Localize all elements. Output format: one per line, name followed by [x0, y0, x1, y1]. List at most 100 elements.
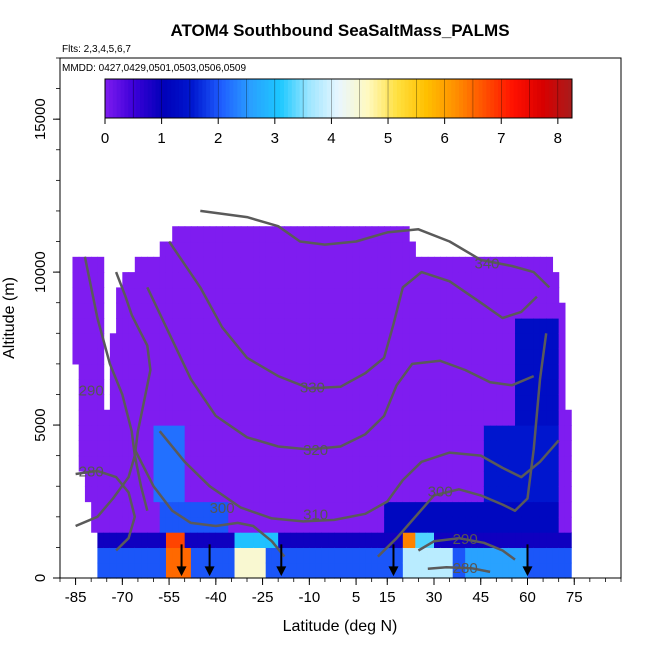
heat-cell	[564, 440, 572, 457]
heat-cell	[259, 501, 267, 518]
heat-cell	[197, 501, 204, 518]
heat-cell	[346, 226, 354, 243]
heat-cell	[228, 318, 236, 334]
heat-cell	[159, 272, 167, 289]
heat-cell	[215, 440, 223, 457]
heat-cell	[190, 333, 198, 350]
heat-cell	[278, 486, 285, 503]
heat-cell	[502, 547, 510, 564]
heat-cell	[265, 470, 273, 487]
heat-cell	[377, 486, 385, 503]
heat-cell	[496, 348, 504, 365]
heat-cell	[552, 348, 560, 365]
heat-cell	[222, 409, 229, 426]
heat-cell	[197, 562, 204, 579]
heat-cell	[384, 241, 391, 258]
heat-cell	[253, 256, 261, 273]
heat-cell	[415, 486, 423, 503]
heat-cell	[558, 547, 566, 564]
heat-cell	[402, 272, 410, 289]
heat-cell	[377, 455, 385, 472]
heat-cell	[415, 287, 423, 304]
heat-cell	[303, 547, 310, 564]
heat-cell	[234, 272, 242, 289]
heat-cell	[97, 256, 105, 273]
heat-cell	[359, 562, 367, 579]
heat-cell	[352, 440, 360, 457]
heat-cell	[452, 470, 460, 487]
heat-cell	[384, 272, 391, 289]
heat-cell	[197, 379, 204, 396]
heat-cell	[402, 302, 410, 319]
heat-cell	[184, 256, 192, 273]
colorbar-segment	[241, 79, 246, 118]
heat-cell	[134, 287, 142, 304]
heat-cell	[328, 302, 335, 319]
heat-cell	[452, 333, 460, 350]
heat-cell	[334, 318, 342, 334]
colorbar-segment	[400, 79, 406, 118]
heat-cell	[97, 379, 105, 396]
heat-cell	[346, 348, 354, 365]
heat-cell	[303, 501, 310, 518]
heat-cell	[172, 226, 180, 243]
heat-cell	[483, 302, 491, 319]
heat-cell	[521, 348, 529, 365]
heat-cell	[352, 363, 360, 380]
heat-cell	[172, 302, 180, 319]
heat-cell	[153, 379, 161, 396]
heat-cell	[409, 455, 416, 472]
heat-cell	[278, 516, 285, 533]
heat-cell	[328, 287, 335, 304]
heat-cell	[153, 562, 161, 579]
heat-cell	[552, 409, 560, 426]
heat-cell	[222, 379, 229, 396]
colorbar-segment	[268, 79, 273, 118]
heat-cell	[315, 516, 323, 533]
heat-cell	[172, 470, 180, 487]
heat-cell	[371, 425, 379, 441]
heat-cell	[421, 486, 429, 503]
colorbar-segment	[245, 79, 250, 118]
heat-cell	[228, 272, 236, 289]
heat-cell	[483, 287, 491, 304]
heat-cell	[303, 486, 310, 503]
heat-cell	[371, 348, 379, 365]
heat-cell	[178, 241, 186, 258]
heat-cell	[284, 501, 292, 518]
heat-cell	[390, 287, 398, 304]
heat-cell	[371, 562, 379, 579]
heat-cell	[409, 409, 416, 426]
heat-cell	[483, 440, 491, 457]
heat-cell	[508, 486, 516, 503]
heat-cell	[434, 333, 441, 350]
heat-cell	[471, 409, 479, 426]
heat-cell	[521, 302, 529, 319]
heat-cell	[502, 287, 510, 304]
heat-cell	[91, 486, 98, 503]
heat-cell	[278, 226, 285, 243]
heat-cell	[116, 501, 123, 518]
heat-cell	[303, 272, 310, 289]
heat-cell	[328, 501, 335, 518]
heat-cell	[165, 302, 173, 319]
heat-cell	[340, 455, 348, 472]
heat-cell	[290, 226, 298, 243]
heat-cell	[84, 470, 92, 487]
heat-cell	[452, 394, 460, 411]
heatmap-layer	[72, 226, 572, 579]
heat-cell	[452, 486, 460, 503]
heat-cell	[271, 348, 279, 365]
heat-cell	[546, 394, 554, 411]
heat-cell	[91, 256, 98, 273]
heat-cell	[396, 256, 404, 273]
heat-cell	[153, 455, 161, 472]
heat-cell	[427, 302, 435, 319]
heat-cell	[490, 409, 497, 426]
colorbar-segment	[182, 79, 188, 118]
heat-cell	[446, 272, 454, 289]
heat-cell	[440, 287, 448, 304]
heat-cell	[184, 287, 192, 304]
heat-cell	[234, 302, 242, 319]
heat-cell	[515, 272, 522, 289]
